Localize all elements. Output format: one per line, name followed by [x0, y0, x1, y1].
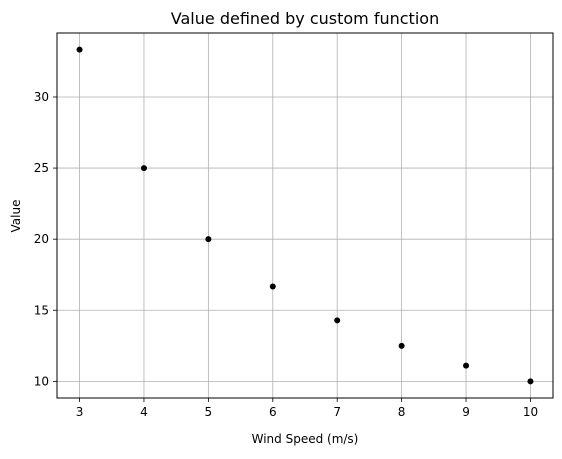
data-point [527, 378, 534, 385]
x-tick-label: 4 [140, 405, 148, 419]
data-point [269, 283, 276, 290]
grid [57, 33, 553, 398]
x-tick-label: 10 [523, 405, 538, 419]
data-point [463, 362, 470, 369]
data-point [205, 236, 212, 243]
data-point [398, 342, 405, 349]
y-axis-ticks: 10 15 20 25 30 [34, 90, 57, 388]
y-tick-label: 10 [34, 374, 49, 388]
data-point [76, 46, 83, 53]
y-tick-label: 25 [34, 161, 49, 175]
data-points [76, 46, 534, 385]
data-point [334, 317, 341, 324]
x-tick-label: 3 [76, 405, 84, 419]
plot-frame [56, 32, 554, 399]
chart-title: Value defined by custom function [171, 9, 439, 28]
y-tick-label: 15 [34, 303, 49, 317]
x-tick-label: 8 [398, 405, 406, 419]
x-tick-label: 6 [269, 405, 277, 419]
y-axis-label: Value [9, 200, 23, 233]
x-axis-ticks: 3 4 5 6 7 8 9 10 [76, 398, 538, 419]
y-tick-label: 30 [34, 90, 49, 104]
x-axis-label: Wind Speed (m/s) [252, 432, 359, 446]
x-tick-label: 9 [462, 405, 470, 419]
x-tick-label: 5 [205, 405, 213, 419]
x-tick-label: 7 [333, 405, 341, 419]
data-point [140, 165, 147, 172]
y-tick-label: 20 [34, 232, 49, 246]
